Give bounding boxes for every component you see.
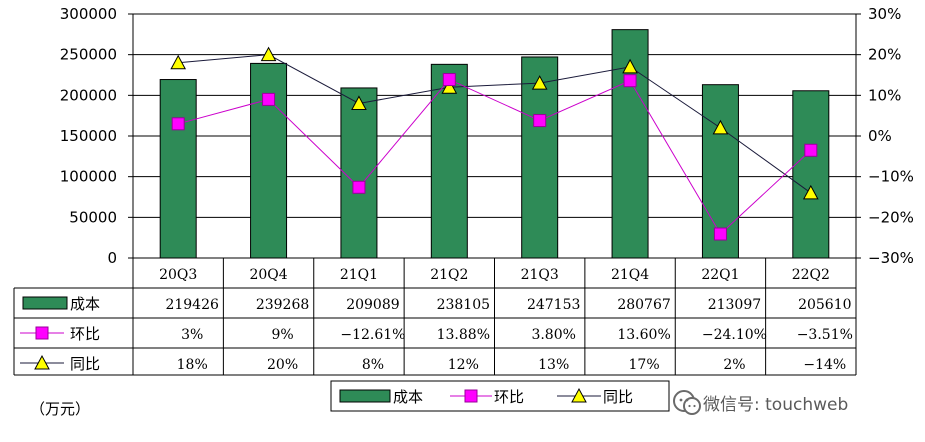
- category-label: 20Q3: [159, 267, 197, 283]
- data-label: −24.10%: [702, 327, 767, 343]
- y-left-tick-label: 300000: [60, 5, 117, 23]
- mom-marker: [171, 117, 185, 131]
- bar-21q3: [521, 56, 559, 259]
- data-table: 20Q3 20Q4 21Q1 21Q2 21Q3 21Q4 22Q1 22Q2 219426 23…: [13, 257, 857, 376]
- mom-line: [178, 78, 812, 235]
- y-right-tick-label: 10%: [868, 86, 901, 104]
- legend-label: 成本: [393, 388, 423, 406]
- data-label: 213097: [708, 297, 761, 313]
- watermark-text: 微信号: touchweb: [703, 395, 848, 415]
- bar-20q4: [250, 62, 288, 259]
- watermark: 微信号: touchweb: [673, 390, 848, 415]
- data-label: 239268: [256, 297, 309, 313]
- y-left-tick-label: 200000: [60, 86, 117, 104]
- mom-marker: [804, 143, 818, 157]
- bar-20q3: [159, 79, 197, 259]
- category-label: 21Q1: [340, 267, 378, 283]
- category-label: 21Q3: [521, 267, 559, 283]
- data-label: 20%: [267, 357, 298, 373]
- yoy-marker: [441, 79, 458, 94]
- y-left-tick-label: 50000: [69, 208, 117, 226]
- data-label: 3.80%: [531, 327, 575, 343]
- yoy-line: [178, 54, 812, 194]
- data-label: 18%: [177, 357, 208, 373]
- data-label: 219426: [165, 297, 219, 313]
- data-label: 9%: [271, 327, 293, 343]
- data-label: 8%: [362, 357, 384, 373]
- category-label: 21Q4: [611, 267, 649, 283]
- y-right-tick-label: 0%: [868, 127, 892, 145]
- y-right-tick-label: 30%: [868, 5, 901, 23]
- data-label: 280767: [617, 297, 670, 313]
- axes: 0 −30% 50000 −20% 100000 −10% 150000 0% 200000 10…: [60, 5, 914, 267]
- category-label: 22Q2: [792, 267, 830, 283]
- y-right-tick-label: −30%: [868, 249, 914, 267]
- legend-key-bar: [339, 389, 391, 403]
- category-label: 20Q4: [249, 267, 287, 283]
- row-header: 同比: [70, 355, 100, 373]
- yoy-marker: [802, 184, 819, 200]
- data-label: 238105: [437, 297, 490, 313]
- mom-marker: [262, 92, 276, 106]
- yoy-marker: [531, 75, 548, 90]
- y-left-tick-label: 250000: [60, 46, 117, 64]
- mom-marker: [352, 180, 366, 194]
- data-label: −3.51%: [797, 327, 853, 343]
- yoy-marker: [622, 58, 638, 74]
- data-label: 209089: [346, 297, 399, 313]
- bar-22q2: [792, 90, 830, 259]
- unit-label: （万元）: [30, 400, 90, 418]
- yoy-marker: [260, 46, 277, 62]
- data-label: 3%: [181, 327, 203, 343]
- legend-label: 环比: [494, 388, 524, 406]
- legend-key-marker: [571, 387, 587, 403]
- y-left-tick-label: 100000: [60, 168, 117, 186]
- y-left-tick-label: 0: [107, 249, 117, 267]
- line-series: [170, 46, 819, 241]
- data-label: 13.60%: [617, 327, 670, 343]
- mom-marker: [442, 73, 456, 87]
- data-label: 247153: [527, 297, 580, 313]
- y-right-tick-label: 20%: [868, 46, 901, 64]
- row-header: 成本: [70, 295, 100, 313]
- data-label: −14%: [803, 357, 846, 373]
- data-label: 2%: [723, 357, 745, 373]
- bar-21q2: [430, 63, 468, 259]
- category-label: 22Q1: [701, 267, 739, 283]
- legend-key-marker: [464, 389, 478, 403]
- bar-series: [159, 29, 830, 259]
- y-right-tick-label: −20%: [868, 208, 914, 226]
- row-key-marker: [34, 354, 50, 370]
- yoy-marker: [712, 119, 729, 135]
- data-label: 205610: [798, 297, 851, 313]
- legend-label: 同比: [603, 388, 633, 406]
- row-key-marker: [35, 326, 49, 340]
- data-label: 17%: [629, 357, 660, 373]
- data-label: 13%: [538, 357, 569, 373]
- mom-marker: [623, 74, 637, 88]
- legend: 成本 环比 同比: [330, 380, 670, 412]
- row-header: 环比: [70, 325, 100, 343]
- yoy-marker: [170, 54, 187, 70]
- mom-marker: [713, 227, 727, 241]
- category-label: 21Q2: [430, 267, 468, 283]
- y-left-tick-label: 150000: [60, 127, 117, 145]
- grid-lines: [133, 13, 856, 259]
- wechat-icon: [673, 390, 701, 415]
- mom-marker: [533, 114, 547, 128]
- row-key-bar: [22, 296, 68, 310]
- data-label: 12%: [448, 357, 479, 373]
- y-right-tick-label: −10%: [868, 168, 914, 186]
- data-label: −12.61%: [340, 327, 405, 343]
- yoy-marker: [351, 95, 367, 110]
- data-label: 13.88%: [437, 327, 490, 343]
